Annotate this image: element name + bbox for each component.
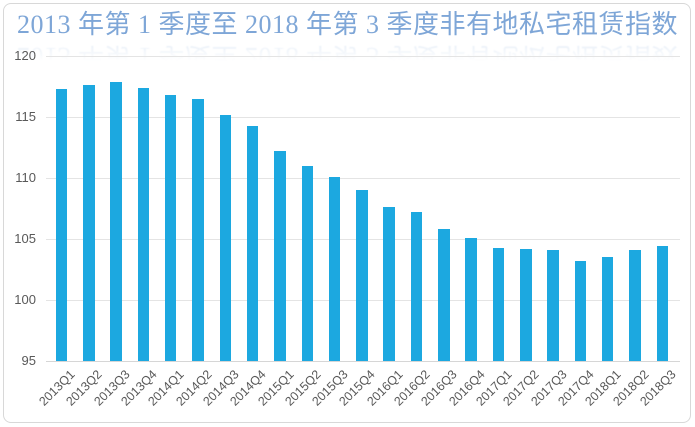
bar-2014Q1 [164,95,177,361]
bar-2017Q4 [574,260,587,361]
bar-2015Q1 [274,151,286,361]
y-tick-label-100: 100 [14,292,36,307]
bar-2018Q1 [601,257,614,361]
bar-2013Q3 [110,81,122,361]
bar-2013Q4 [137,87,150,361]
gridline-120 [46,56,680,57]
bar-2014Q4 [246,125,259,361]
y-tick-label-95: 95 [21,353,36,368]
bar-2016Q3 [438,229,450,361]
bar-2016Q2 [410,212,423,361]
bar-2014Q2 [192,98,204,361]
bar-2013Q1 [55,88,68,361]
chart-title: 2013 年第 1 季度至 2018 年第 3 季度非有地私宅租赁指数 [16,10,678,39]
y-tick-label-120: 120 [14,48,36,63]
bar-2017Q3 [547,249,559,361]
chart-frame [3,3,691,423]
y-tick-label-115: 115 [15,109,36,124]
bar-2018Q2 [629,249,641,361]
gridline-115 [46,117,680,118]
bar-2018Q3 [656,246,669,361]
bar-2015Q4 [356,190,368,361]
bar-2016Q1 [383,207,395,361]
bar-2016Q4 [465,237,477,361]
bar-2015Q3 [328,176,341,361]
bar-2015Q2 [301,165,314,361]
gridline-95 [46,361,680,362]
bar-2017Q2 [520,248,532,361]
bar-2013Q2 [83,85,95,361]
y-tick-label-110: 110 [15,170,36,185]
gridline-110 [46,178,680,179]
bar-2014Q3 [219,114,232,361]
y-tick-label-105: 105 [14,231,36,246]
bar-2017Q1 [492,247,505,361]
